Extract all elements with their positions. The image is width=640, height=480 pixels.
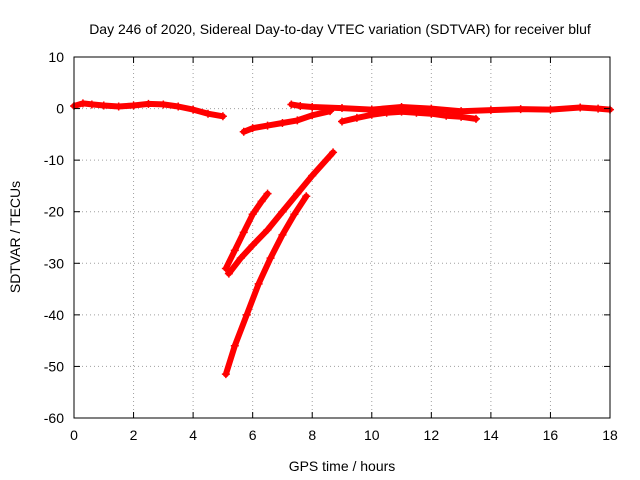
data-point	[457, 112, 466, 121]
data-point	[326, 107, 335, 116]
series-layer	[70, 99, 614, 379]
series-arc-descent-b	[224, 148, 338, 278]
data-point	[278, 207, 287, 216]
y-tick-label: 0	[56, 101, 64, 117]
series-arc-low-recovering	[239, 107, 335, 136]
x-tick-label: 2	[130, 427, 138, 443]
data-point	[546, 105, 555, 114]
chart-title: Day 246 of 2020, Sidereal Day-to-day VTE…	[89, 21, 591, 37]
y-tick-label: -10	[44, 152, 64, 168]
data-point	[594, 104, 603, 113]
data-point	[114, 102, 123, 111]
data-point	[287, 100, 296, 109]
data-point	[302, 192, 311, 201]
data-point	[296, 101, 305, 110]
x-tick-label: 0	[70, 427, 78, 443]
data-point	[472, 114, 480, 123]
data-point	[144, 99, 153, 108]
plot-frame	[73, 56, 611, 419]
y-tick-label: 10	[48, 49, 64, 65]
data-point	[352, 113, 361, 122]
data-point	[263, 225, 272, 234]
data-point	[263, 121, 272, 130]
data-point	[266, 254, 275, 263]
data-point	[99, 101, 108, 110]
data-point	[442, 111, 451, 120]
data-point	[427, 109, 436, 118]
data-point	[308, 111, 317, 120]
x-tick-label: 14	[483, 427, 499, 443]
y-axis-label: SDTVAR / TECUs	[7, 181, 23, 293]
x-tick-label: 4	[189, 427, 197, 443]
data-point	[224, 269, 233, 278]
data-point	[242, 310, 251, 319]
data-point	[412, 108, 421, 117]
series-line	[222, 193, 310, 378]
series-arc-descent-c	[221, 192, 311, 379]
series-arc-offset-joining	[338, 107, 480, 126]
data-point	[338, 117, 346, 126]
data-point	[239, 228, 248, 237]
x-tick-label: 8	[308, 427, 316, 443]
data-point	[257, 197, 266, 206]
data-point	[230, 246, 239, 255]
data-point	[278, 119, 287, 128]
data-point	[236, 254, 245, 263]
series-line	[339, 108, 479, 125]
x-axis-ticks: 0 2 4 6 8 10 12 14 16 18	[70, 57, 618, 443]
data-point	[221, 370, 230, 379]
data-point	[248, 241, 257, 250]
data-point	[293, 116, 302, 125]
series-line	[222, 190, 271, 272]
x-axis-label: GPS time / hours	[289, 458, 396, 474]
x-tick-label: 12	[424, 427, 440, 443]
data-point	[230, 341, 239, 350]
y-tick-label: -20	[44, 204, 64, 220]
data-point	[367, 110, 376, 119]
data-point	[254, 279, 263, 288]
data-point	[308, 171, 317, 180]
data-point	[204, 109, 212, 118]
y-tick-label: -40	[44, 307, 64, 323]
data-point	[293, 189, 302, 198]
x-tick-label: 18	[602, 427, 618, 443]
x-tick-label: 6	[249, 427, 257, 443]
data-point	[329, 148, 338, 157]
data-point	[174, 102, 183, 111]
x-tick-label: 16	[543, 427, 559, 443]
data-point	[189, 105, 198, 114]
x-tick-label: 10	[364, 427, 380, 443]
y-axis-ticks: -60 -50 -40 -30 -20 -10 0 10	[44, 49, 610, 426]
data-point	[338, 104, 346, 113]
data-point	[516, 105, 525, 114]
y-tick-label: -50	[44, 358, 64, 374]
series-line	[225, 149, 337, 277]
series-line	[288, 101, 613, 115]
data-point	[308, 103, 317, 112]
data-point	[221, 264, 230, 273]
data-point	[159, 100, 168, 109]
data-point	[278, 230, 287, 239]
data-point	[290, 210, 299, 219]
data-point	[576, 103, 585, 112]
data-point	[239, 127, 248, 136]
data-point	[87, 100, 96, 109]
series-arc-main-near-zero-morning	[70, 99, 227, 121]
data-point	[486, 106, 495, 115]
data-point	[248, 124, 257, 133]
data-point	[397, 107, 406, 116]
y-tick-label: -30	[44, 255, 64, 271]
data-point	[78, 99, 87, 108]
y-tick-label: -60	[44, 410, 64, 426]
series-arc-descent-a	[221, 189, 272, 273]
data-point	[382, 108, 391, 117]
series-arc-main-near-zero-afternoon	[287, 100, 614, 116]
data-point	[248, 210, 257, 219]
data-point	[263, 189, 272, 198]
data-point	[218, 112, 227, 121]
data-point	[129, 101, 138, 110]
